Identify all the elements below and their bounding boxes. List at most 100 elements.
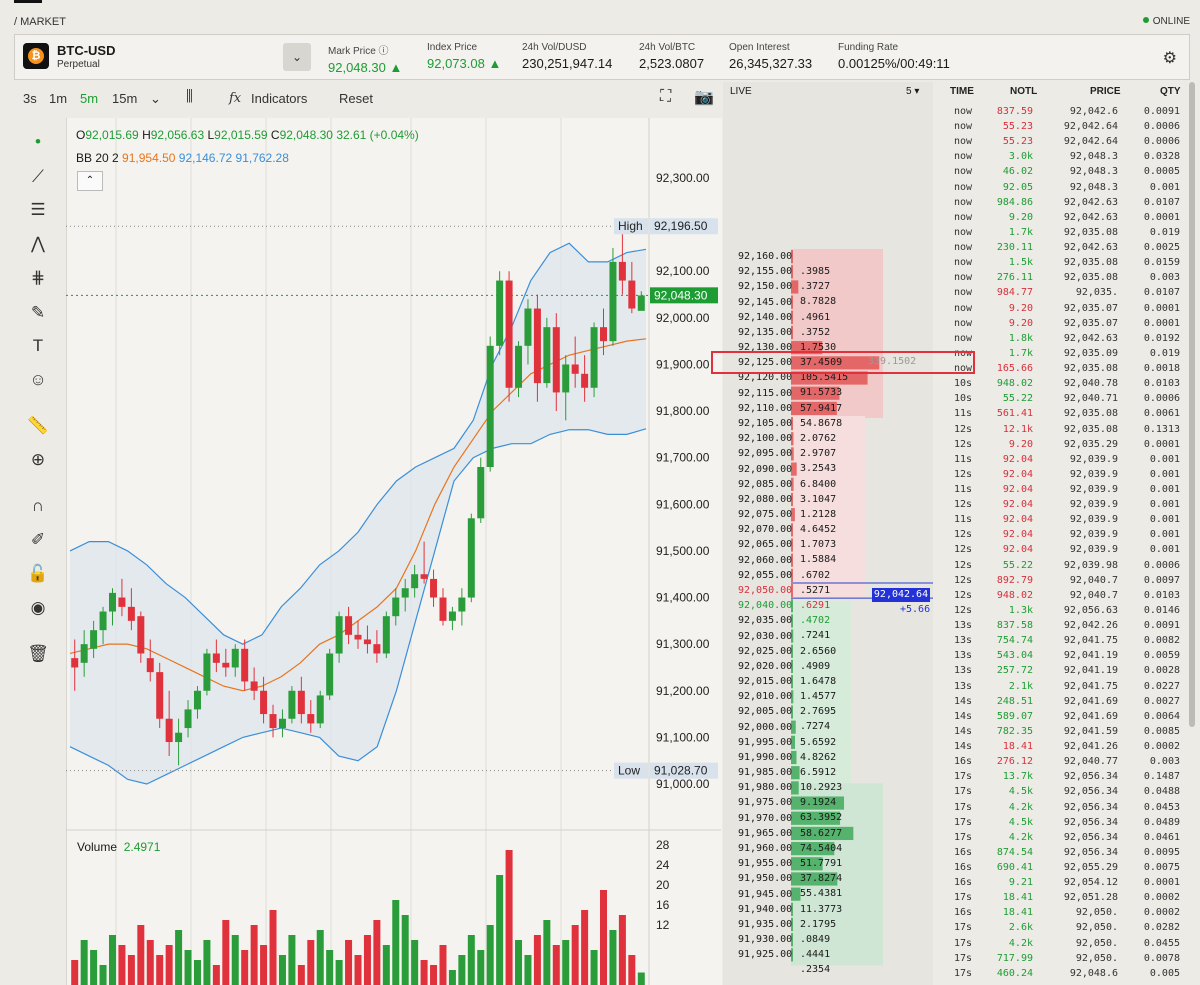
ruler-icon[interactable]: 📏	[27, 416, 49, 435]
bid-row[interactable]: 92,005.00 .7274	[738, 704, 830, 732]
market-select-button[interactable]: ⌄	[283, 43, 311, 71]
trade-row[interactable]: 12s 92.04 92,039.9 0.001	[950, 527, 1180, 542]
bid-row[interactable]: 91,925.00 .2354	[738, 947, 830, 975]
trade-row[interactable]: now 9.20 92,035.07 0.0001	[950, 316, 1180, 331]
ask-row[interactable]: 92,105.00 2.0762	[738, 416, 836, 444]
trade-row[interactable]: now 276.11 92,035.08 0.003	[950, 270, 1180, 285]
ask-row[interactable]: 92,110.00 54.8678	[738, 401, 842, 429]
trade-row[interactable]: now 984.77 92,035. 0.0107	[950, 285, 1180, 300]
trade-row[interactable]: 10s 55.22 92,040.71 0.0006	[950, 391, 1180, 406]
trade-row[interactable]: 17s 4.2k 92,050. 0.0455	[950, 936, 1180, 951]
trade-row[interactable]: 13s 543.04 92,041.19 0.0059	[950, 648, 1180, 663]
trade-row[interactable]: 14s 782.35 92,041.59 0.0085	[950, 724, 1180, 739]
ask-row[interactable]: 92,075.00 4.6452	[738, 507, 836, 535]
interval-3s[interactable]: 3s	[23, 91, 37, 106]
trade-row[interactable]: now 837.59 92,042.6 0.0091	[950, 104, 1180, 119]
trade-row[interactable]: now 230.11 92,042.63 0.0025	[950, 240, 1180, 255]
trade-row[interactable]: now 1.8k 92,042.63 0.0192	[950, 331, 1180, 346]
bid-row[interactable]: 91,980.00 9.1924	[738, 780, 836, 808]
function-icon[interactable]: fx	[229, 91, 242, 106]
trade-row[interactable]: 11s 561.41 92,035.08 0.0061	[950, 406, 1180, 421]
bid-row[interactable]: 91,930.00 .4441	[738, 932, 830, 960]
trade-row[interactable]: 12s 55.22 92,039.98 0.0006	[950, 558, 1180, 573]
trade-row[interactable]: 14s 589.07 92,041.69 0.0064	[950, 709, 1180, 724]
trade-row[interactable]: now 92.05 92,048.3 0.001	[950, 180, 1180, 195]
bid-row[interactable]: 92,010.00 2.7695	[738, 689, 836, 717]
zoom-in-icon[interactable]: ⊕	[30, 450, 46, 469]
trade-row[interactable]: 12s 92.04 92,039.9 0.001	[950, 542, 1180, 557]
indicators-button[interactable]: Indicators	[251, 91, 308, 106]
trade-row[interactable]: 17s 4.5k 92,056.34 0.0489	[950, 815, 1180, 830]
trade-row[interactable]: now 1.5k 92,035.08 0.0159	[950, 255, 1180, 270]
bid-row[interactable]: 91,935.00 .0849	[738, 917, 830, 945]
bid-row[interactable]: 91,990.00 6.5912	[738, 750, 836, 778]
ask-row[interactable]: 92,080.00 1.2128	[738, 492, 836, 520]
bid-row[interactable]: 91,955.00 37.8274	[738, 856, 842, 884]
trade-row[interactable]: 13s 2.1k 92,041.75 0.0227	[950, 679, 1180, 694]
trade-row[interactable]: 16s 9.21 92,054.12 0.0001	[950, 875, 1180, 890]
bid-row[interactable]: 92,030.00 2.6560	[738, 629, 836, 657]
trade-row[interactable]: now 9.20 92,035.07 0.0001	[950, 301, 1180, 316]
trade-row[interactable]: now 984.86 92,042.63 0.0107	[950, 195, 1180, 210]
trade-row[interactable]: now 1.7k 92,035.09 0.019	[950, 346, 1180, 361]
ask-row[interactable]: 92,120.00 91.5733	[738, 370, 842, 398]
trade-row[interactable]: 16s 18.41 92,050. 0.0002	[950, 905, 1180, 920]
breadcrumb[interactable]: / MARKET	[14, 16, 66, 28]
lock-drawing-icon[interactable]: ✐	[30, 530, 46, 549]
trade-row[interactable]: 17s 13.7k 92,056.34 0.1487	[950, 769, 1180, 784]
bid-row[interactable]: 92,020.00 1.6478	[738, 659, 836, 687]
ask-row[interactable]: 92,125.00 105.5415	[738, 355, 848, 383]
unlock-icon[interactable]: 🔓	[27, 564, 49, 583]
bid-row[interactable]: 91,945.00 11.3773	[738, 887, 842, 915]
trade-row[interactable]: 11s 92.04 92,039.9 0.001	[950, 452, 1180, 467]
ask-row[interactable]: 92,135.00 1.7530	[738, 325, 836, 353]
gear-icon[interactable]: ⚙	[1162, 50, 1177, 67]
fullscreen-icon[interactable]: ⛶	[660, 88, 672, 105]
trade-row[interactable]: now 46.02 92,048.3 0.0005	[950, 164, 1180, 179]
interval-1m[interactable]: 1m	[49, 91, 68, 106]
trade-row[interactable]: 13s 837.58 92,042.26 0.0091	[950, 618, 1180, 633]
bid-row[interactable]: 92,025.00 .4909	[738, 644, 830, 672]
bid-row[interactable]: 92,015.00 1.4577	[738, 674, 836, 702]
ask-row[interactable]: 92,130.00 37.4509	[738, 340, 842, 368]
bid-row[interactable]: 91,985.00 10.2923	[738, 765, 842, 793]
bid-row[interactable]: 91,975.00 63.3952	[738, 795, 842, 823]
trade-row[interactable]: 11s 92.04 92,039.9 0.001	[950, 512, 1180, 527]
ask-row[interactable]: 92,090.00 6.8400	[738, 462, 836, 490]
ask-row[interactable]: 92,100.00 2.9707	[738, 431, 836, 459]
ask-row[interactable]: 92,060.00 .6702	[738, 553, 830, 581]
ask-row[interactable]: 92,155.00 .3727	[738, 264, 830, 292]
trade-row[interactable]: 13s 257.72 92,041.19 0.0028	[950, 663, 1180, 678]
trade-row[interactable]: now 55.23 92,042.64 0.0006	[950, 134, 1180, 149]
pattern-icon[interactable]: ⋀	[31, 234, 45, 253]
trade-row[interactable]: 16s 276.12 92,040.77 0.003	[950, 754, 1180, 769]
trade-row[interactable]: now 9.20 92,042.63 0.0001	[950, 210, 1180, 225]
eye-icon[interactable]: ◉	[30, 598, 46, 617]
ask-row[interactable]: 92,055.00 .5271	[738, 568, 830, 596]
ask-row[interactable]: 92,145.00 .4961	[738, 295, 830, 323]
bid-row[interactable]: 92,040.00 .4702	[738, 598, 830, 626]
collapse-legend-button[interactable]: ⌃	[77, 171, 103, 191]
bid-row[interactable]: 91,940.00 2.1795	[738, 902, 836, 930]
bid-row[interactable]: 91,950.00 55.4381	[738, 871, 842, 899]
bid-row[interactable]: 91,960.00 51.7791	[738, 841, 842, 869]
trade-row[interactable]: 17s 2.6k 92,050. 0.0282	[950, 920, 1180, 935]
ask-row[interactable]: 92,065.00 1.5884	[738, 537, 836, 565]
trade-row[interactable]: now 55.23 92,042.64 0.0006	[950, 119, 1180, 134]
ask-row[interactable]: 92,115.00 57.9417	[738, 386, 842, 414]
trade-row[interactable]: 12s 9.20 92,035.29 0.0001	[950, 437, 1180, 452]
trade-row[interactable]: 11s 92.04 92,039.9 0.001	[950, 482, 1180, 497]
trade-row[interactable]: now 3.0k 92,048.3 0.0328	[950, 149, 1180, 164]
interval-5m[interactable]: 5m	[80, 91, 99, 106]
trendline-icon[interactable]: ⟋	[32, 167, 44, 186]
order-book-depth-select[interactable]: 5 ▾	[906, 86, 920, 97]
trade-row[interactable]: now 165.66 92,035.08 0.0018	[950, 361, 1180, 376]
trade-row[interactable]: 13s 754.74 92,041.75 0.0082	[950, 633, 1180, 648]
trade-row[interactable]: 17s 4.5k 92,056.34 0.0488	[950, 784, 1180, 799]
interval-15m[interactable]: 15m	[112, 91, 138, 106]
fib-lines-icon[interactable]: ☰	[30, 200, 46, 219]
trade-row[interactable]: 16s 874.54 92,056.34 0.0095	[950, 845, 1180, 860]
trade-row[interactable]: 17s 18.41 92,051.28 0.0002	[950, 890, 1180, 905]
trade-row[interactable]: 17s 460.24 92,048.6 0.005	[950, 966, 1180, 981]
trade-row[interactable]: 17s 4.2k 92,056.34 0.0453	[950, 800, 1180, 815]
